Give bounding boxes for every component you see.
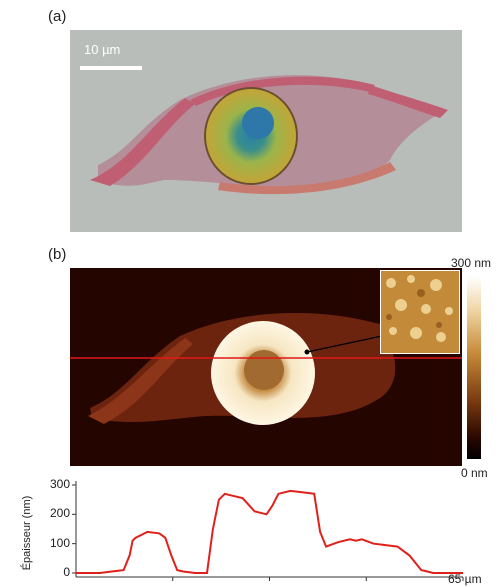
y-tick-label: 100 xyxy=(49,535,70,550)
height-profile-chart xyxy=(72,481,464,581)
y-axis-label: Épaisseur (nm) xyxy=(21,495,33,571)
zoom-inset xyxy=(380,270,460,354)
height-colorbar xyxy=(467,276,481,459)
colorbar-min-label: 0 nm xyxy=(461,466,488,480)
scale-bar xyxy=(80,66,142,70)
y-tick-label: 0 xyxy=(63,565,70,579)
panel-b-label: (b) xyxy=(48,246,67,263)
colorbar-max-label: 300 nm xyxy=(451,256,492,270)
y-tick-label: 200 xyxy=(49,506,70,521)
scale-bar-label: 10 µm xyxy=(84,42,121,57)
y-tick-label: 300 xyxy=(49,477,70,491)
optical-micrograph xyxy=(70,30,462,232)
profile-series-line xyxy=(76,489,463,574)
panel-a-label: (a) xyxy=(48,8,67,25)
x-axis-end-label: 65 µm xyxy=(448,572,482,586)
